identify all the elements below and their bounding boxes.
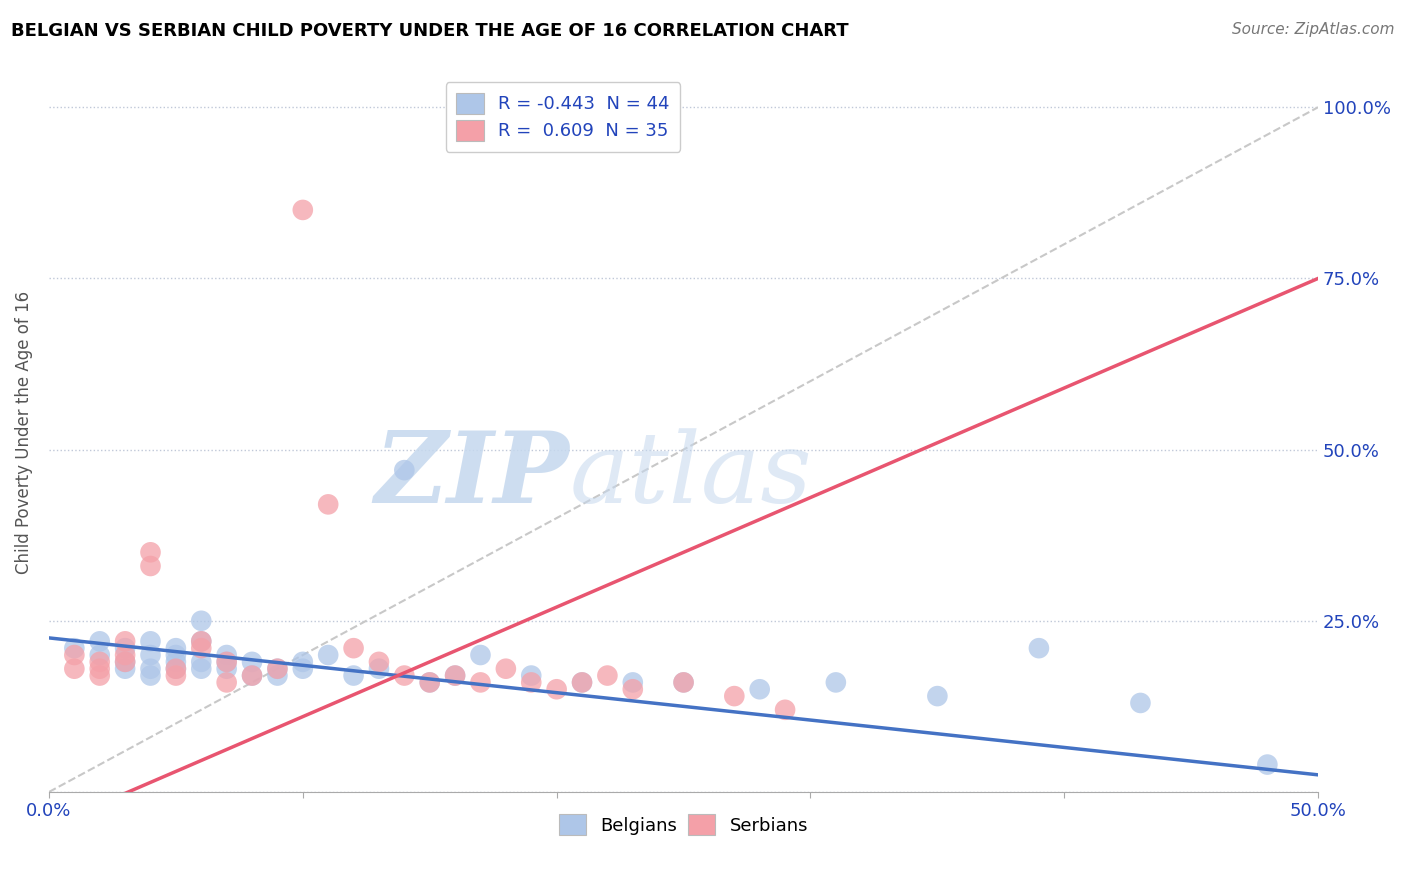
Point [520, 675, 543, 690]
Point [139, 648, 162, 662]
Point [215, 675, 238, 690]
Point [63, 662, 86, 676]
Y-axis label: Child Poverty Under the Age of 16: Child Poverty Under the Age of 16 [15, 291, 32, 574]
Point [114, 655, 136, 669]
Point [621, 682, 644, 697]
Point [190, 634, 212, 648]
Point [190, 655, 212, 669]
Point [240, 668, 263, 682]
Point [114, 634, 136, 648]
Point [394, 668, 416, 682]
Point [444, 668, 467, 682]
Point [621, 675, 644, 690]
Point [773, 703, 796, 717]
Point [240, 655, 263, 669]
Point [546, 682, 568, 697]
Text: ZIP: ZIP [374, 427, 569, 524]
Point [291, 655, 314, 669]
Point [114, 655, 136, 669]
Point [1028, 641, 1050, 656]
Text: atlas: atlas [569, 428, 813, 524]
Point [165, 648, 187, 662]
Point [748, 682, 770, 697]
Point [571, 675, 593, 690]
Point [723, 689, 745, 703]
Point [190, 634, 212, 648]
Legend: Belgians, Serbians: Belgians, Serbians [550, 805, 817, 844]
Point [89, 648, 111, 662]
Point [1129, 696, 1152, 710]
Point [1256, 757, 1278, 772]
Point [139, 634, 162, 648]
Point [419, 675, 441, 690]
Point [215, 655, 238, 669]
Point [316, 497, 339, 511]
Text: Source: ZipAtlas.com: Source: ZipAtlas.com [1232, 22, 1395, 37]
Point [266, 662, 288, 676]
Point [114, 648, 136, 662]
Point [342, 641, 364, 656]
Point [89, 634, 111, 648]
Point [63, 641, 86, 656]
Point [114, 662, 136, 676]
Point [495, 662, 517, 676]
Point [520, 668, 543, 682]
Point [368, 655, 391, 669]
Point [291, 202, 314, 217]
Point [266, 662, 288, 676]
Point [89, 662, 111, 676]
Point [394, 463, 416, 477]
Point [824, 675, 846, 690]
Point [215, 655, 238, 669]
Point [470, 675, 492, 690]
Point [571, 675, 593, 690]
Point [444, 668, 467, 682]
Point [672, 675, 695, 690]
Point [165, 668, 187, 682]
Point [139, 559, 162, 574]
Point [291, 662, 314, 676]
Point [240, 668, 263, 682]
Point [419, 675, 441, 690]
Point [266, 668, 288, 682]
Point [672, 675, 695, 690]
Point [927, 689, 949, 703]
Point [215, 662, 238, 676]
Point [165, 662, 187, 676]
Point [165, 641, 187, 656]
Point [165, 662, 187, 676]
Text: BELGIAN VS SERBIAN CHILD POVERTY UNDER THE AGE OF 16 CORRELATION CHART: BELGIAN VS SERBIAN CHILD POVERTY UNDER T… [11, 22, 849, 40]
Point [215, 648, 238, 662]
Point [190, 614, 212, 628]
Point [165, 655, 187, 669]
Point [190, 641, 212, 656]
Point [470, 648, 492, 662]
Point [368, 662, 391, 676]
Point [596, 668, 619, 682]
Point [139, 668, 162, 682]
Point [342, 668, 364, 682]
Point [89, 655, 111, 669]
Point [139, 545, 162, 559]
Point [139, 662, 162, 676]
Point [190, 662, 212, 676]
Point [316, 648, 339, 662]
Point [114, 641, 136, 656]
Point [89, 668, 111, 682]
Point [63, 648, 86, 662]
